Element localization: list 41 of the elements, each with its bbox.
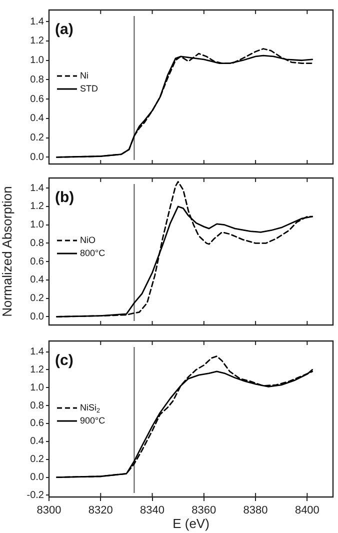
- annotation: (c): [55, 352, 74, 369]
- y-tick-label: 0.8: [30, 400, 44, 412]
- x-tick-label: 8400: [294, 504, 320, 517]
- y-tick-label: 0.6: [30, 418, 44, 430]
- y-tick-label: 0.0: [30, 311, 44, 322]
- x-tick-label: 8340: [140, 504, 165, 517]
- y-tick-label: 1.4: [30, 346, 44, 358]
- y-tick-label: 1.0: [30, 382, 44, 394]
- y-tick-label: 0.4: [30, 274, 44, 286]
- x-tick-label: 8380: [243, 504, 268, 517]
- y-tick-label: 1.4: [30, 182, 44, 194]
- y-tick-label: 0.6: [30, 256, 44, 268]
- y-tick-label: 1.0: [30, 220, 44, 231]
- y-tick-label: 0.0: [30, 472, 44, 484]
- y-tick-label: 1.2: [30, 36, 44, 47]
- x-tick-label: 8360: [192, 504, 216, 517]
- legend-label: NiO: [80, 234, 96, 245]
- x-tick-label: 8320: [88, 504, 113, 517]
- y-axis-title: Normalized Absorption: [0, 186, 14, 317]
- annotation: (a): [55, 21, 74, 38]
- legend-label: 900°C: [80, 415, 106, 426]
- y-tick-label: -0.2: [26, 490, 44, 501]
- y-tick-label: 0.0: [30, 152, 44, 163]
- x-axis-title: E (eV): [172, 516, 210, 531]
- y-tick-label: 0.2: [30, 454, 44, 466]
- x-tick-label: 8300: [36, 504, 62, 517]
- y-tick-label: 0.8: [30, 74, 44, 86]
- legend-label: STD: [80, 83, 98, 94]
- y-tick-label: 1.2: [30, 364, 44, 376]
- y-tick-label: 1.2: [30, 201, 44, 212]
- y-tick-label: 0.2: [30, 293, 44, 304]
- legend-label: 800°C: [80, 248, 106, 258]
- y-tick-label: 0.8: [30, 238, 44, 249]
- y-tick-label: 0.2: [30, 132, 44, 144]
- y-tick-label: 1.4: [30, 16, 44, 28]
- legend-label: Ni: [80, 70, 88, 80]
- y-tick-label: 0.4: [30, 436, 44, 448]
- y-tick-label: 1.0: [30, 55, 44, 66]
- y-tick-label: 0.6: [30, 94, 44, 105]
- annotation: (b): [55, 189, 74, 206]
- y-tick-label: 0.4: [30, 113, 44, 124]
